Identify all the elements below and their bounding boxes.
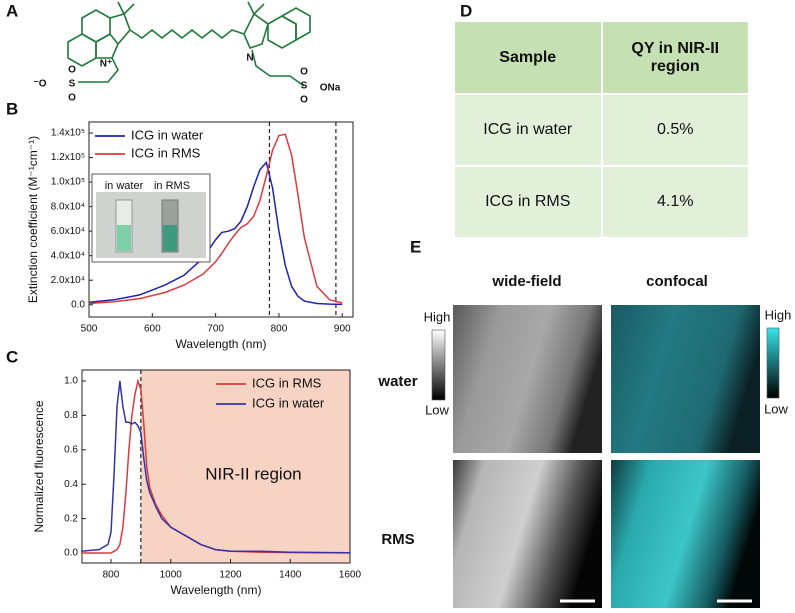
y-tick-label: 4.0x10⁴ (51, 250, 85, 261)
cell: 4.1% (600, 165, 750, 239)
micrograph (611, 305, 760, 453)
vial-liquid (163, 225, 177, 251)
y-tick-label: 0.2 (64, 513, 78, 524)
y-tick-label: 6.0x10⁴ (51, 226, 85, 237)
x-tick-label: 1200 (219, 570, 242, 581)
series-line (81, 380, 351, 554)
inset-photo (96, 192, 206, 258)
atom-label: S (301, 81, 308, 92)
plot-frame (81, 369, 351, 564)
y-tick-label: 2.0x10⁴ (51, 275, 85, 286)
colorbar-label: High (424, 309, 451, 324)
colorbar (431, 329, 446, 401)
y-axis-title: Extinction coefficient (M⁻¹cm⁻¹) (26, 136, 40, 303)
y-tick-label: 0.0 (64, 548, 78, 559)
legend-label: ICG in RMS (252, 375, 322, 390)
plot-frame (88, 121, 354, 318)
y-tick-label: 8.0x10⁴ (51, 201, 85, 212)
atom-label: N⁺ (100, 59, 113, 70)
x-tick-label: 900 (334, 324, 351, 335)
x-tick-label: 1400 (279, 570, 302, 581)
vial-liquid (117, 225, 131, 251)
chemical-structure (67, 1, 311, 87)
region-label: NIR-II region (205, 464, 301, 483)
atom-label: N (246, 53, 253, 64)
x-tick-label: 600 (144, 324, 161, 335)
legend-label: ICG in water (252, 395, 325, 410)
micrograph (611, 460, 760, 608)
inset-label: in RMS (154, 180, 190, 192)
micrograph (453, 460, 602, 608)
y-tick-label: 1.0x10⁵ (51, 177, 85, 188)
panel-label: B (6, 99, 18, 118)
x-tick-label: 500 (81, 324, 98, 335)
y-tick-label: 1.2x10⁵ (51, 152, 85, 163)
header-cell: QY in NIR-II region (600, 20, 750, 95)
atom-label: O (68, 93, 76, 104)
column-label: wide-field (491, 273, 561, 290)
x-axis-title: Wavelength (nm) (171, 583, 262, 597)
legend-label: ICG in RMS (131, 145, 201, 160)
x-tick-label: 1600 (339, 570, 362, 581)
atom-label: ⁻O (33, 79, 46, 90)
series-line (88, 160, 343, 306)
y-tick-label: 0.4 (64, 479, 78, 490)
y-tick-label: 0.8 (64, 410, 78, 421)
table-row: ICG in water 0.5% (453, 93, 750, 167)
legend-label: ICG in water (131, 127, 204, 142)
colorbar (766, 327, 780, 399)
y-axis-title: Normalized fluorescence (32, 400, 46, 532)
atom-label: O (300, 95, 308, 106)
table-row: ICG in RMS 4.1% (453, 165, 750, 239)
y-tick-label: 1.4x10⁵ (51, 128, 85, 139)
x-axis-title: Wavelength (nm) (176, 337, 267, 351)
colorbar-label: High (765, 307, 792, 322)
panel-label: A (6, 1, 18, 20)
panel-label: C (6, 347, 18, 366)
x-tick-label: 1000 (160, 570, 183, 581)
atom-label: ONa (320, 83, 341, 94)
row-label: water (377, 373, 417, 390)
y-tick-label: 0.6 (64, 444, 78, 455)
micrograph (453, 305, 602, 453)
atom-label: O (300, 67, 308, 78)
qy-table: Sample QY in NIR-II region ICG in water … (453, 20, 750, 239)
colorbar-label: Low (425, 402, 449, 417)
table-header: Sample QY in NIR-II region (453, 20, 750, 95)
header-cell: Sample (453, 20, 603, 95)
colorbar-label: Low (764, 401, 788, 416)
panel-label: D (460, 1, 472, 20)
panel-label: E (410, 237, 421, 256)
series-line (88, 133, 343, 305)
x-tick-label: 800 (271, 324, 288, 335)
cell: ICG in RMS (453, 165, 603, 239)
atom-label: S (69, 79, 76, 90)
y-tick-label: 0.0 (71, 299, 85, 310)
row-label: RMS (381, 531, 414, 548)
y-tick-label: 1.0 (64, 376, 78, 387)
x-tick-label: 800 (103, 570, 120, 581)
inset-label: in water (105, 180, 144, 192)
column-label: confocal (646, 273, 708, 290)
cell: ICG in water (453, 93, 603, 167)
cell: 0.5% (600, 93, 750, 167)
atom-label: O (68, 65, 76, 76)
x-tick-label: 700 (207, 324, 224, 335)
